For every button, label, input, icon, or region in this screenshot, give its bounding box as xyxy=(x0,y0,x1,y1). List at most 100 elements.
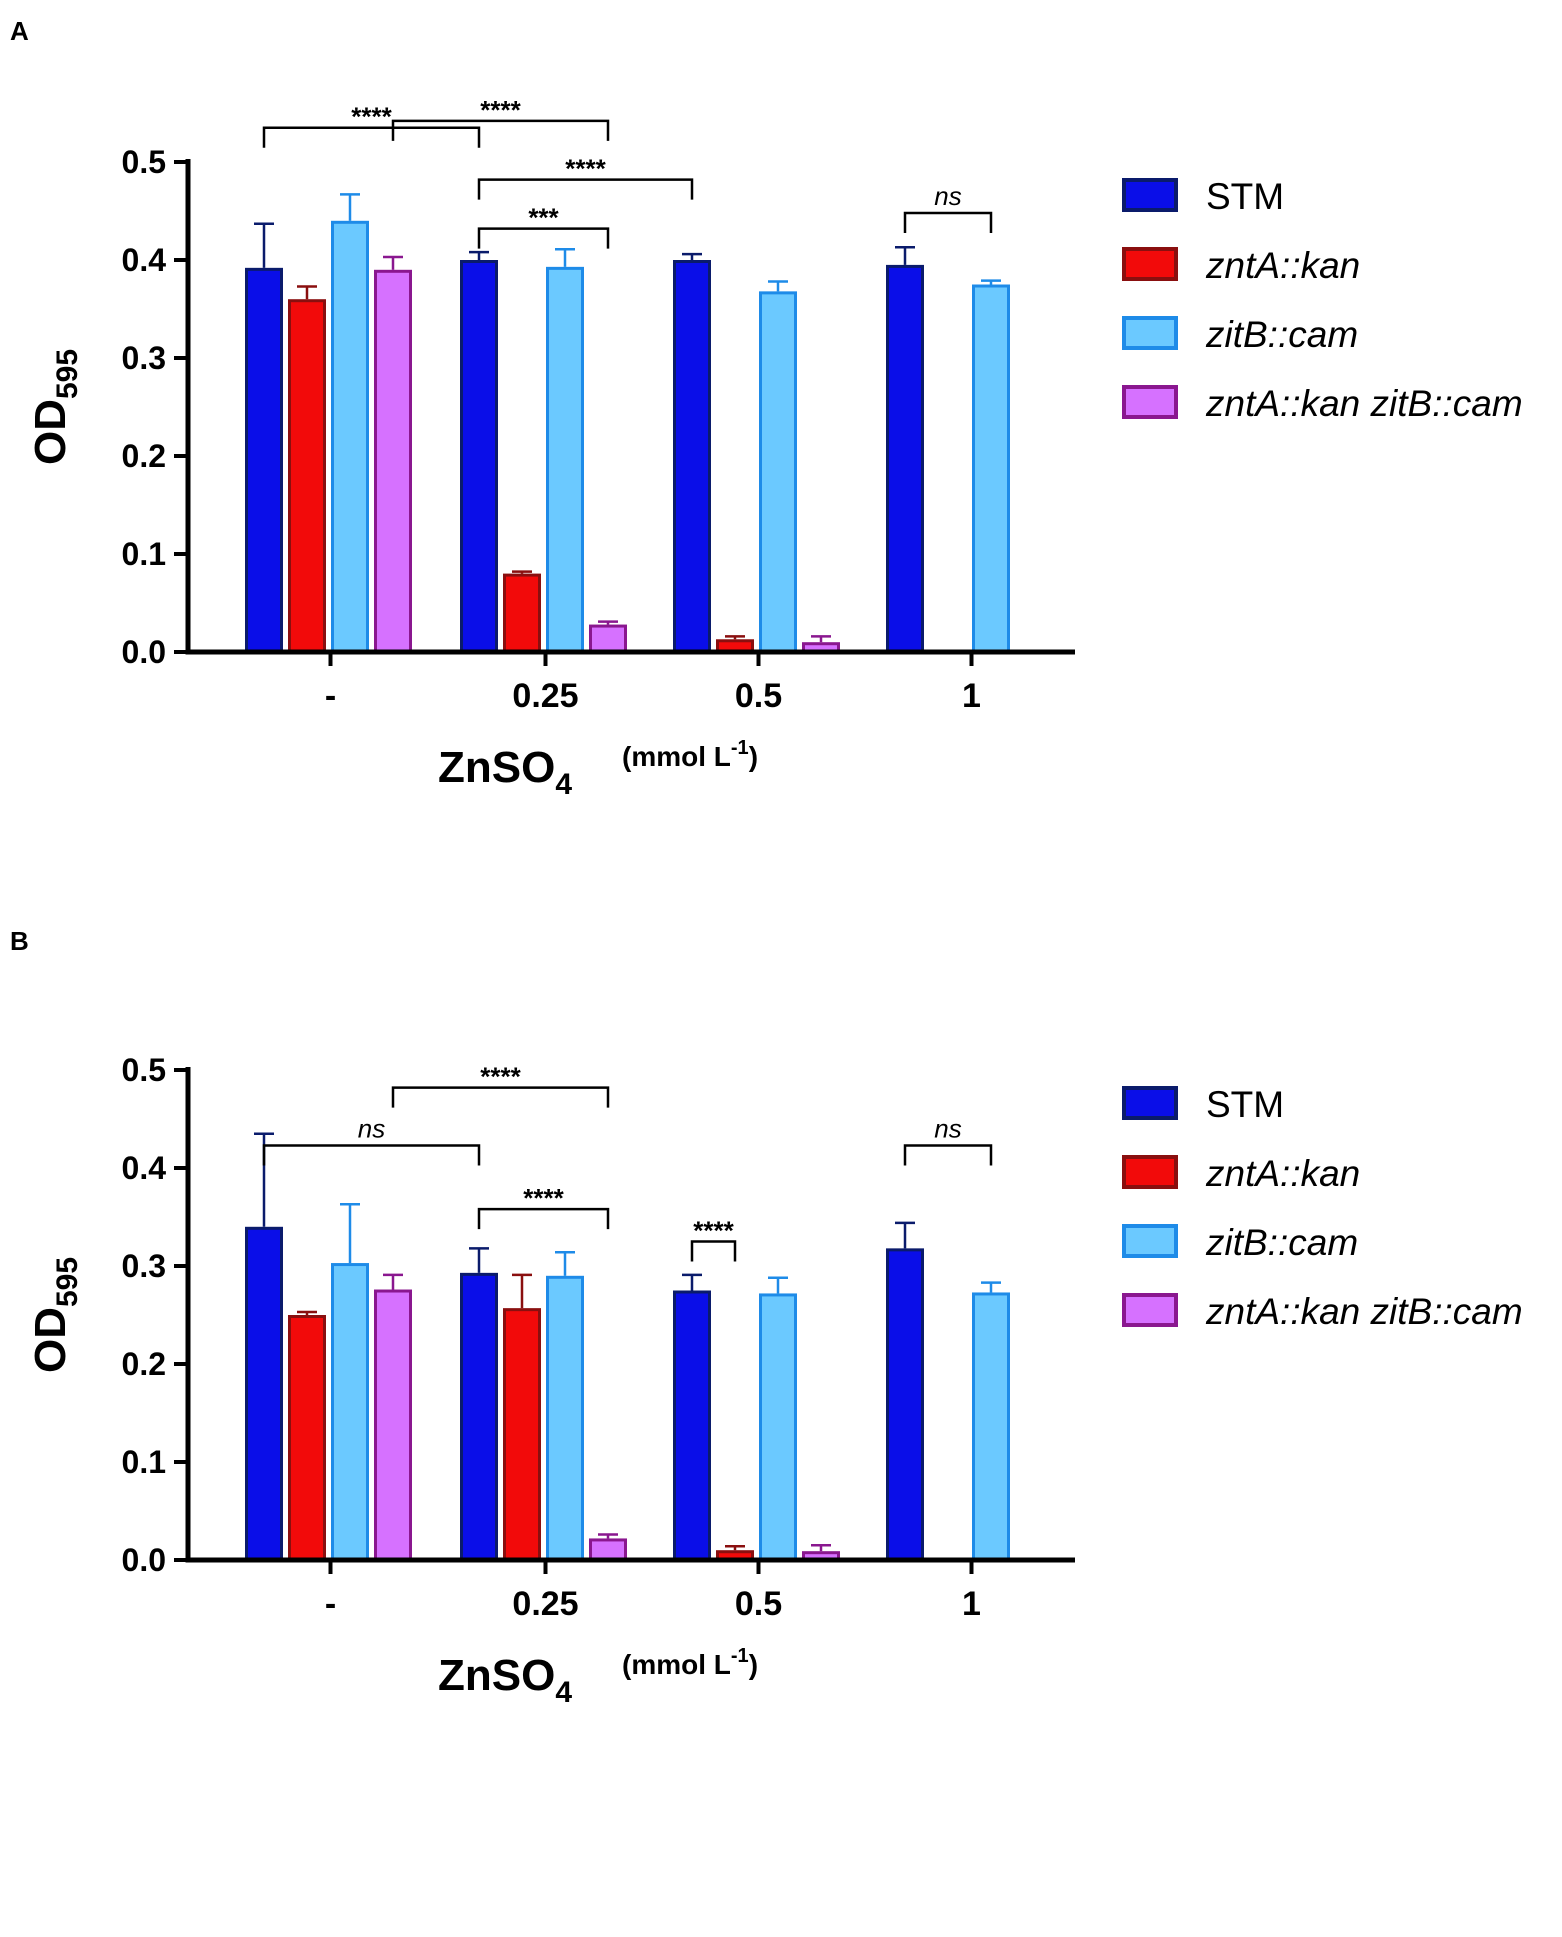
legend-swatch xyxy=(1122,1155,1178,1189)
significance-bracket xyxy=(903,211,993,233)
x-axis-unit-sup: -1 xyxy=(731,1645,749,1667)
chart-panel-a: A 0.0 0.1 0.2 0.3 0.4 0.5 - 0.25 0.5 1 OD595 ZnSO4 (m… xyxy=(10,16,1523,801)
bar-stm-0 xyxy=(245,267,283,654)
bar-znta-kan-zitb-cam-1 xyxy=(589,624,627,654)
y-axis-title-main: OD xyxy=(26,1307,75,1373)
y-tick-label: 0.0 xyxy=(122,1542,166,1578)
x-axis-unit-sup: -1 xyxy=(731,737,749,759)
bar-znta-kan-1 xyxy=(503,573,541,654)
legend-swatch xyxy=(1122,178,1178,212)
significance-label: **** xyxy=(523,1183,564,1213)
legend-swatch xyxy=(1122,316,1178,350)
y-tick-label: 0.3 xyxy=(122,1248,166,1284)
legend-label: zntA::kan xyxy=(1205,1153,1360,1194)
y-axis-title-sub: 595 xyxy=(51,1257,84,1307)
x-tick-label: 1 xyxy=(962,677,981,715)
legend-swatch xyxy=(1122,1224,1178,1258)
x-tick-label: - xyxy=(325,1585,336,1623)
y-tick-label: 0.0 xyxy=(122,634,166,670)
legend-swatch xyxy=(1122,1293,1178,1327)
y-axis-title: OD595 xyxy=(26,1257,84,1373)
significance-label: **** xyxy=(565,154,606,184)
significance-bracket xyxy=(477,178,694,200)
bar-znta-kan-zitb-cam-0 xyxy=(374,269,412,654)
bar-stm-1 xyxy=(460,1272,498,1562)
x-tick-label: 0.25 xyxy=(512,677,578,715)
x-tick-label: 0.5 xyxy=(735,1585,782,1623)
x-axis-unit: (mmol L-1) xyxy=(622,737,758,772)
chart-panel-b: B 0.0 0.1 0.2 0.3 0.4 0.5 - 0.25 0.5 1 OD595 ZnSO4 (m… xyxy=(10,926,1523,1709)
bar-stm-3 xyxy=(886,1248,924,1562)
y-axis-title-main: OD xyxy=(26,399,75,465)
legend-label: zntA::kan zitB::cam xyxy=(1205,383,1523,424)
legend-label: STM xyxy=(1206,1084,1284,1125)
bar-stm-2 xyxy=(673,1290,711,1562)
significance-label: **** xyxy=(693,1216,734,1246)
legend-label: zitB::cam xyxy=(1205,1222,1358,1263)
bar-zitb-cam-0 xyxy=(331,1263,369,1562)
legend-swatch xyxy=(1122,247,1178,281)
y-tick-label: 0.1 xyxy=(122,536,166,572)
y-axis-title-sub: 595 xyxy=(51,349,84,399)
significance-label: *** xyxy=(528,203,559,233)
legend-swatch xyxy=(1122,385,1178,419)
significance-bracket xyxy=(391,1086,610,1108)
x-axis-unit-close: ) xyxy=(749,741,758,772)
y-tick-label: 0.2 xyxy=(122,438,166,474)
bar-zitb-cam-3 xyxy=(972,1292,1010,1562)
y-axis-title: OD595 xyxy=(26,349,84,465)
x-axis-title-sub: 4 xyxy=(555,1676,572,1709)
bar-znta-kan-0 xyxy=(288,299,326,654)
x-tick-label: 1 xyxy=(962,1585,981,1623)
x-axis-title-sub: 4 xyxy=(555,768,572,801)
x-axis-title-main: ZnSO xyxy=(438,743,555,792)
x-axis-title-main: ZnSO xyxy=(438,1651,555,1700)
x-axis-unit-main: (mmol L xyxy=(622,1649,731,1680)
significance-label: ns xyxy=(934,1113,961,1143)
panel-letter: A xyxy=(10,16,29,46)
x-axis-unit-main: (mmol L xyxy=(622,741,731,772)
legend-swatch xyxy=(1122,1086,1178,1120)
bar-zitb-cam-1 xyxy=(546,266,584,654)
y-tick-label: 0.1 xyxy=(122,1444,166,1480)
significance-bracket xyxy=(903,1144,993,1166)
y-tick-label: 0.2 xyxy=(122,1346,166,1382)
y-tick-label: 0.4 xyxy=(122,1150,167,1186)
y-tick-label: 0.5 xyxy=(122,144,166,180)
legend-label: zitB::cam xyxy=(1205,314,1358,355)
x-tick-label: 0.5 xyxy=(735,677,782,715)
significance-bracket xyxy=(262,1144,481,1166)
bar-zitb-cam-3 xyxy=(972,284,1010,654)
bar-zitb-cam-0 xyxy=(331,220,369,654)
significance-label: ns xyxy=(934,181,961,211)
x-axis-unit-close: ) xyxy=(749,1649,758,1680)
legend-label: zntA::kan xyxy=(1205,245,1360,286)
bar-znta-kan-0 xyxy=(288,1315,326,1562)
bar-znta-kan-zitb-cam-0 xyxy=(374,1289,412,1562)
significance-label: **** xyxy=(480,1062,521,1092)
x-axis-unit: (mmol L-1) xyxy=(622,1645,758,1680)
y-tick-label: 0.4 xyxy=(122,242,167,278)
bar-znta-kan-1 xyxy=(503,1308,541,1562)
bar-zitb-cam-1 xyxy=(546,1275,584,1562)
significance-bracket xyxy=(477,1207,610,1230)
bar-stm-0 xyxy=(245,1226,283,1562)
legend-label: STM xyxy=(1206,176,1284,217)
significance-bracket xyxy=(477,227,610,249)
bar-stm-3 xyxy=(886,264,924,654)
x-tick-label: 0.25 xyxy=(512,1585,578,1623)
bar-stm-2 xyxy=(673,260,711,654)
x-axis-title: ZnSO4 xyxy=(438,1651,572,1709)
panel-letter: B xyxy=(10,926,29,956)
significance-label: ns xyxy=(358,1113,385,1143)
bar-zitb-cam-2 xyxy=(759,1293,797,1562)
x-tick-label: - xyxy=(325,677,336,715)
legend-label: zntA::kan zitB::cam xyxy=(1205,1291,1523,1332)
bar-stm-1 xyxy=(460,260,498,654)
significance-bracket xyxy=(391,119,610,141)
significance-bracket xyxy=(262,126,481,148)
y-tick-label: 0.5 xyxy=(122,1052,166,1088)
bar-zitb-cam-2 xyxy=(759,291,797,654)
x-axis-title: ZnSO4 xyxy=(438,743,572,801)
